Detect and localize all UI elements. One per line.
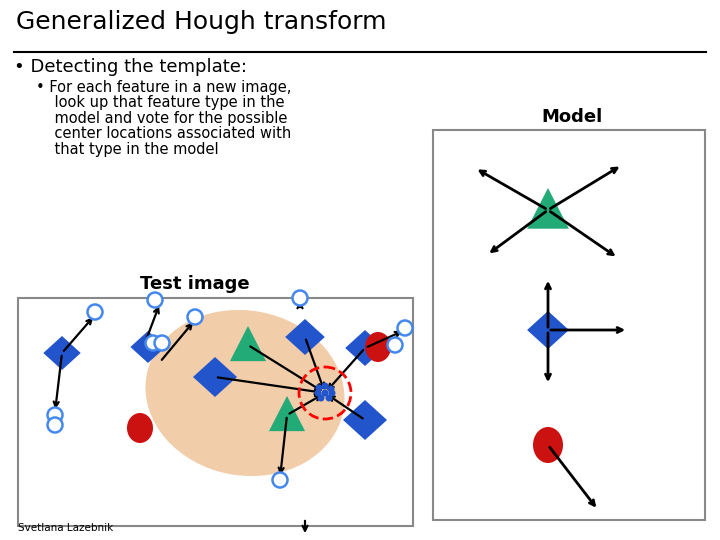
Circle shape	[315, 389, 322, 396]
Text: look up that feature type in the: look up that feature type in the	[36, 96, 284, 111]
Text: • For each feature in a new image,: • For each feature in a new image,	[36, 80, 292, 95]
Text: Svetlana Lazebnik: Svetlana Lazebnik	[18, 523, 113, 533]
Text: that type in the model: that type in the model	[36, 142, 219, 157]
Circle shape	[145, 335, 161, 350]
Circle shape	[322, 382, 328, 389]
Polygon shape	[193, 357, 237, 397]
Circle shape	[148, 293, 163, 307]
Circle shape	[48, 408, 63, 422]
Circle shape	[187, 309, 202, 325]
Polygon shape	[527, 188, 569, 229]
Polygon shape	[343, 400, 387, 440]
Text: • Detecting the template:: • Detecting the template:	[14, 58, 247, 76]
Polygon shape	[345, 330, 384, 366]
Bar	[18, 298, 413, 526]
Circle shape	[322, 389, 328, 396]
Circle shape	[88, 305, 102, 320]
Text: Generalized Hough transform: Generalized Hough transform	[16, 10, 387, 34]
Text: model and vote for the possible: model and vote for the possible	[36, 111, 287, 126]
Bar	[433, 130, 705, 520]
Circle shape	[325, 395, 333, 402]
Text: Model: Model	[541, 108, 603, 126]
Circle shape	[328, 389, 336, 396]
Polygon shape	[285, 319, 325, 355]
Polygon shape	[527, 311, 569, 349]
Ellipse shape	[127, 413, 153, 443]
Circle shape	[397, 321, 413, 335]
Circle shape	[315, 384, 323, 391]
Circle shape	[272, 472, 287, 488]
Circle shape	[328, 386, 335, 393]
Polygon shape	[130, 331, 166, 363]
Ellipse shape	[365, 332, 391, 362]
Circle shape	[387, 338, 402, 353]
Circle shape	[48, 417, 63, 433]
Polygon shape	[230, 326, 266, 361]
Polygon shape	[43, 336, 81, 370]
Ellipse shape	[533, 427, 563, 463]
Ellipse shape	[145, 310, 344, 476]
Circle shape	[155, 335, 169, 350]
Text: Test image: Test image	[140, 275, 250, 293]
Polygon shape	[269, 396, 305, 431]
Circle shape	[318, 395, 325, 402]
Circle shape	[292, 291, 307, 306]
Text: center locations associated with: center locations associated with	[36, 126, 292, 141]
